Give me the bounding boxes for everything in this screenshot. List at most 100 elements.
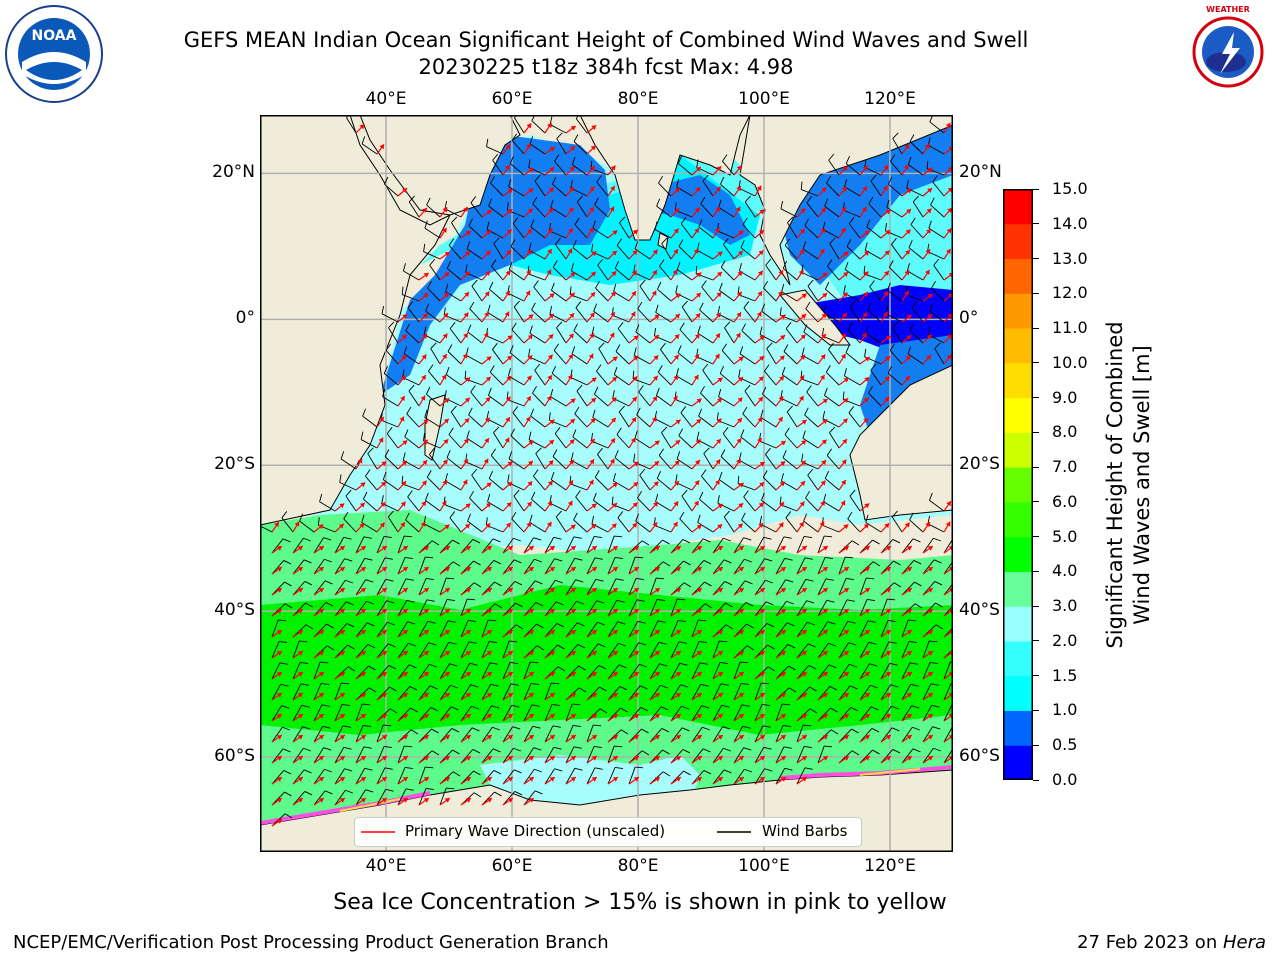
wave-arrow — [523, 671, 535, 680]
wind-barb — [613, 367, 630, 386]
wind-barb — [943, 582, 953, 596]
wave-arrow — [880, 734, 892, 743]
wave-arrow — [586, 523, 597, 533]
wind-barb — [299, 513, 315, 533]
wind-barb — [607, 766, 624, 785]
wind-barb — [313, 682, 330, 701]
wave-arrow — [313, 734, 325, 743]
wind-barb — [534, 174, 546, 197]
wind-barb — [313, 661, 329, 680]
wave-arrow — [733, 734, 745, 743]
wind-barb — [636, 407, 651, 428]
wind-barb — [828, 153, 840, 176]
wind-barb — [346, 115, 357, 134]
wave-arrow — [607, 502, 618, 512]
wind-barb — [661, 237, 672, 260]
wave-arrow — [418, 459, 428, 470]
wave-arrow — [901, 692, 913, 701]
wave-arrow — [439, 251, 451, 260]
wave-arrow — [628, 461, 639, 470]
wind-barb — [292, 559, 312, 575]
wave-arrow — [943, 354, 952, 365]
wind-barb — [681, 489, 693, 512]
wind-barb — [334, 703, 351, 722]
wind-barb — [439, 684, 458, 701]
wave-arrow — [796, 608, 808, 617]
wave-arrow — [817, 207, 827, 218]
wind-barb — [355, 536, 372, 554]
wave-arrow — [670, 692, 682, 701]
wave-arrow — [586, 417, 596, 428]
wave-arrow — [796, 480, 806, 491]
wind-barb — [679, 322, 693, 344]
wind-barb — [733, 537, 752, 554]
wave-arrow — [901, 188, 912, 197]
wind-barb — [361, 136, 378, 155]
wind-barb — [922, 581, 943, 596]
wind-barb — [460, 705, 479, 722]
wave-arrow — [292, 671, 304, 680]
wave-arrow — [439, 397, 450, 407]
wind-barb — [724, 321, 735, 344]
wind-barb — [901, 640, 918, 659]
wind-barb — [765, 447, 777, 470]
wind-barb — [555, 510, 567, 533]
wave-arrow — [880, 311, 889, 323]
wind-barb — [712, 683, 729, 701]
wind-barb — [628, 577, 645, 596]
wind-barb — [376, 724, 392, 743]
wave-arrow — [334, 734, 346, 743]
wave-arrow — [376, 143, 385, 155]
wave-arrow — [334, 523, 345, 533]
wind-barb — [439, 728, 460, 743]
wave-arrow — [859, 608, 871, 617]
wind-barb — [508, 262, 525, 281]
wave-arrow — [649, 671, 661, 680]
wind-barb — [628, 642, 647, 659]
wind-barb — [838, 556, 854, 575]
wave-arrow — [481, 797, 493, 806]
wind-barb — [565, 579, 584, 596]
wind-barb — [931, 280, 945, 302]
wind-barb — [397, 556, 414, 575]
wave-arrow — [481, 437, 490, 449]
colorbar-segment — [1003, 223, 1033, 260]
wind-barb — [800, 181, 819, 197]
wind-barb — [765, 258, 777, 281]
wave-arrow — [565, 608, 577, 617]
wave-arrow — [754, 650, 766, 659]
wind-barb — [697, 325, 714, 344]
lat-tick-label-right: 20°S — [959, 454, 1000, 475]
wind-barb — [594, 470, 609, 491]
wave-arrow — [754, 522, 764, 533]
wave-arrow — [502, 481, 513, 491]
wind-barb — [513, 300, 525, 323]
colorbar-segment — [1003, 710, 1033, 746]
wind-barb — [481, 705, 500, 722]
wind-barb — [807, 279, 819, 302]
lat-tick-label-right: 40°S — [959, 600, 1000, 621]
wave-arrow — [733, 332, 741, 344]
wave-arrow — [502, 396, 512, 407]
wave-arrow — [775, 290, 783, 302]
wave-arrow — [502, 566, 514, 575]
wave-arrow — [565, 692, 577, 701]
wind-barb — [838, 599, 855, 617]
wave-arrow — [733, 671, 745, 680]
wind-barb — [271, 683, 289, 701]
wave-arrow — [628, 502, 638, 512]
wave-arrow — [292, 776, 304, 785]
wave-arrow — [460, 503, 471, 512]
colorbar-tick-label: 3.0 — [1052, 596, 1078, 616]
wave-arrow — [691, 418, 702, 428]
wave-arrow — [397, 439, 408, 449]
wind-barb — [418, 766, 434, 785]
wave-arrow — [397, 354, 407, 365]
colorbar-tick-label: 4.0 — [1052, 561, 1078, 581]
wind-barb — [906, 263, 924, 281]
wave-arrow — [586, 776, 598, 785]
wave-arrow — [649, 460, 660, 470]
wave-arrow — [523, 692, 535, 701]
wind-barb — [901, 538, 921, 554]
wave-arrow — [523, 208, 534, 218]
